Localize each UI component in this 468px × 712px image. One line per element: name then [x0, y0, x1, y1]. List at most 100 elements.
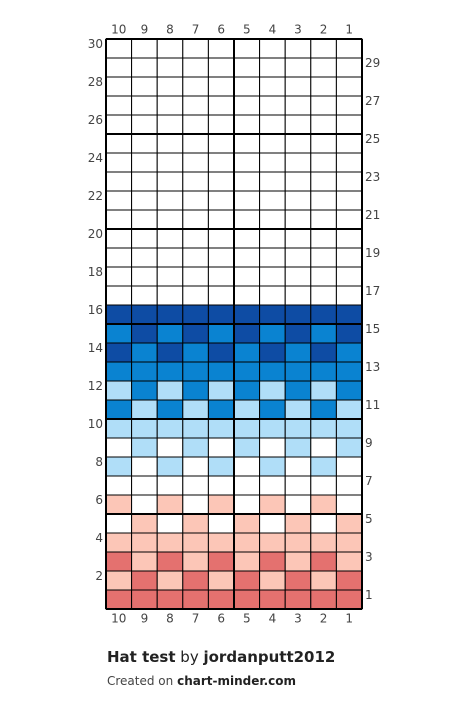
- site: chart-minder.com: [177, 674, 296, 688]
- stitch-cell: [310, 285, 337, 306]
- stitch-cell: [182, 76, 209, 97]
- row-number-left: 12: [88, 379, 103, 393]
- row-number-right: 7: [365, 474, 373, 488]
- stitch-cell: [156, 456, 184, 477]
- stitch-cell: [310, 114, 337, 135]
- column-number-bottom: 4: [269, 612, 277, 626]
- author: jordanputt2012: [203, 648, 336, 666]
- column-number-bottom: 1: [345, 612, 353, 626]
- created-on: Created on: [107, 674, 174, 688]
- stitch-cell: [156, 570, 184, 591]
- stitch-cell: [259, 114, 286, 135]
- stitch-cell: [284, 513, 312, 534]
- stitch-cell: [131, 76, 158, 97]
- credit: Created on chart-minder.com: [107, 674, 296, 688]
- stitch-cell: [335, 361, 363, 382]
- stitch-cell: [207, 532, 235, 553]
- stitch-cell: [156, 475, 184, 496]
- row-number-left: 8: [95, 455, 103, 469]
- stitch-cell: [335, 285, 363, 306]
- stitch-cell: [182, 532, 209, 553]
- stitch-cell: [182, 342, 209, 363]
- stitch-cell: [105, 494, 133, 515]
- stitch-cell: [233, 380, 261, 401]
- stitch-cell: [335, 532, 363, 553]
- stitch-cell: [105, 285, 133, 306]
- stitch-cell: [335, 190, 363, 211]
- stitch-cell: [207, 456, 235, 477]
- stitch-cell: [156, 551, 184, 572]
- stitch-cell: [284, 437, 312, 458]
- stitch-cell: [259, 570, 286, 591]
- stitch-cell: [105, 456, 133, 477]
- stitch-cell: [284, 76, 312, 97]
- stitch-cell: [105, 76, 133, 97]
- stitch-cell: [233, 494, 261, 515]
- stitch-cell: [131, 342, 158, 363]
- stitch-cell: [284, 304, 312, 325]
- stitch-cell: [310, 304, 337, 325]
- stitch-cell: [131, 513, 158, 534]
- row-number-left: 6: [95, 493, 103, 507]
- stitch-cell: [207, 76, 235, 97]
- stitch-cell: [182, 418, 209, 439]
- stitch-cell: [131, 114, 158, 135]
- row-number-right: 29: [365, 56, 380, 70]
- stitch-cell: [105, 342, 133, 363]
- stitch-cell: [310, 570, 337, 591]
- row-number-left: 26: [88, 113, 103, 127]
- stitch-cell: [284, 361, 312, 382]
- stitch-cell: [259, 171, 286, 192]
- stitch-cell: [259, 418, 286, 439]
- stitch-cell: [259, 209, 286, 230]
- stitch-cell: [284, 95, 312, 116]
- knit-chart: 1010998877665544332211123456789101112131…: [88, 23, 381, 626]
- stitch-cell: [207, 513, 235, 534]
- stitch-cell: [182, 570, 209, 591]
- stitch-cell: [105, 475, 133, 496]
- stitch-cell: [182, 57, 209, 78]
- row-number-right: 11: [365, 398, 380, 412]
- row-number-right: 15: [365, 322, 380, 336]
- row-number-right: 27: [365, 94, 380, 108]
- stitch-cell: [182, 285, 209, 306]
- stitch-cell: [131, 475, 158, 496]
- row-number-left: 28: [88, 75, 103, 89]
- stitch-cell: [131, 133, 158, 154]
- stitch-cell: [310, 437, 337, 458]
- stitch-cell: [335, 209, 363, 230]
- stitch-cell: [233, 95, 261, 116]
- stitch-cell: [233, 437, 261, 458]
- stitch-cell: [233, 475, 261, 496]
- stitch-cell: [233, 133, 261, 154]
- stitch-cell: [284, 114, 312, 135]
- stitch-cell: [335, 228, 363, 249]
- stitch-cell: [259, 532, 286, 553]
- stitch-cell: [259, 589, 286, 610]
- stitch-cell: [182, 513, 209, 534]
- row-number-right: 25: [365, 132, 380, 146]
- stitch-cell: [335, 418, 363, 439]
- stitch-cell: [233, 399, 261, 420]
- stitch-cell: [259, 399, 286, 420]
- stitch-cell: [207, 361, 235, 382]
- stitch-cell: [156, 380, 184, 401]
- column-number-top: 1: [345, 23, 353, 37]
- stitch-cell: [131, 171, 158, 192]
- stitch-cell: [335, 475, 363, 496]
- stitch-cell: [156, 532, 184, 553]
- stitch-cell: [105, 38, 133, 59]
- stitch-cell: [310, 95, 337, 116]
- stitch-cell: [259, 133, 286, 154]
- stitch-cell: [182, 437, 209, 458]
- stitch-cell: [182, 133, 209, 154]
- stitch-cell: [207, 380, 235, 401]
- stitch-cell: [105, 95, 133, 116]
- row-number-left: 20: [88, 227, 103, 241]
- stitch-cell: [156, 418, 184, 439]
- stitch-cell: [105, 437, 133, 458]
- stitch-cell: [131, 437, 158, 458]
- stitch-cell: [259, 38, 286, 59]
- stitch-cell: [259, 228, 286, 249]
- stitch-cell: [182, 95, 209, 116]
